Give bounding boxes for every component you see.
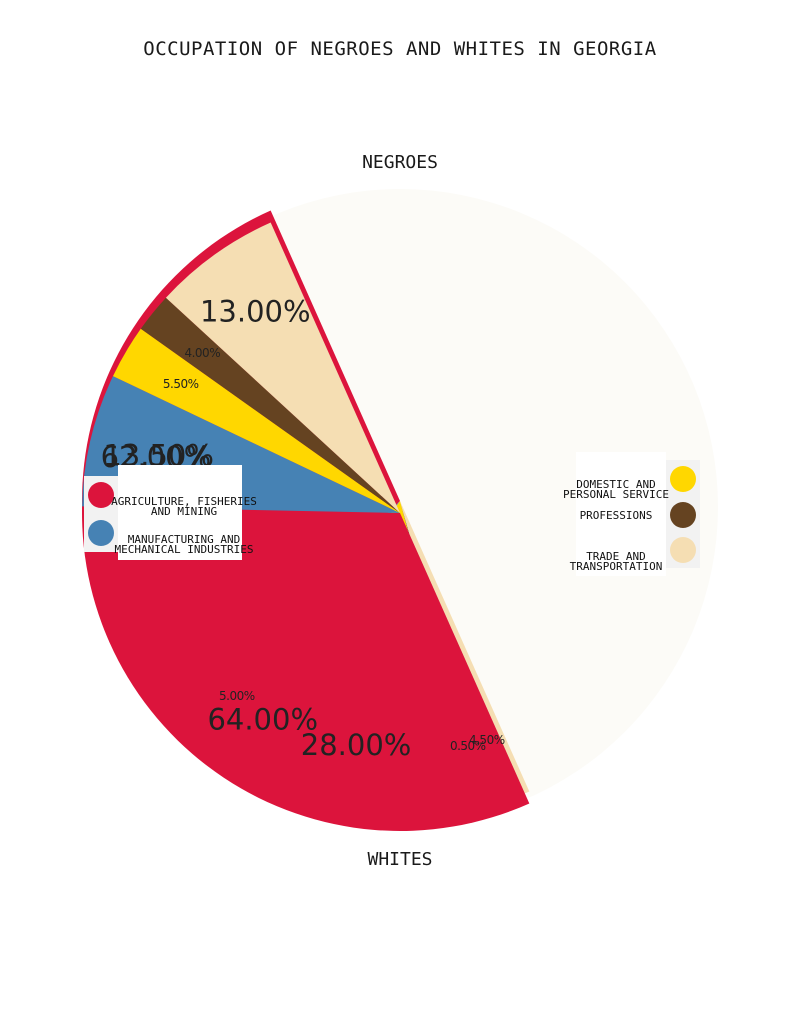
- legend-label-domestic: DOMESTIC AND PERSONAL SERVICE: [563, 478, 669, 501]
- series-label-whites: WHITES: [367, 849, 433, 870]
- legend-label-manufacturing: MANUFACTURING AND MECHANICAL INDUSTRIES: [114, 533, 254, 556]
- data-label-negroes-trade: 4.50%: [469, 733, 505, 747]
- legend-dot-agriculture: [88, 482, 114, 508]
- slice-whites-agriculture: [81, 506, 530, 831]
- data-label-negroes-manufacturing: 5.00%: [219, 689, 255, 703]
- data-label-whites-trade: 13.00%: [200, 295, 311, 329]
- legend-label-professions: PROFESSIONS: [579, 509, 653, 522]
- data-label-negroes-domestic: 28.00%: [301, 728, 412, 762]
- slice-negroes-trade: [400, 501, 530, 807]
- data-label-whites-professions: 4.00%: [184, 346, 220, 360]
- legend-label-agriculture: AGRICULTURE, FISHERIES AND MINING: [111, 495, 257, 518]
- legend-dot-professions: [670, 502, 696, 528]
- data-label-whites-agriculture: 64.00%: [207, 703, 318, 737]
- data-label-whites-domestic: 5.50%: [163, 377, 199, 391]
- series-label-negroes: NEGROES: [362, 152, 438, 173]
- slice-whites-domestic: [112, 328, 401, 513]
- legend-right-panel: [576, 452, 666, 576]
- slice-whites-trade: [165, 222, 400, 513]
- chart-title: OCCUPATION OF NEGROES AND WHITES IN GEOR…: [143, 38, 657, 60]
- legend-dot-manufacturing: [88, 520, 114, 546]
- slice-whites-professions: [140, 297, 400, 513]
- legend-label-trade: TRADE AND TRANSPORTATION: [569, 550, 663, 573]
- legend-left-panel: [118, 465, 242, 560]
- data-label-negroes-professions: 0.50%: [450, 739, 486, 753]
- legend-dot-trade: [670, 537, 696, 563]
- legend-dot-domestic: [670, 466, 696, 492]
